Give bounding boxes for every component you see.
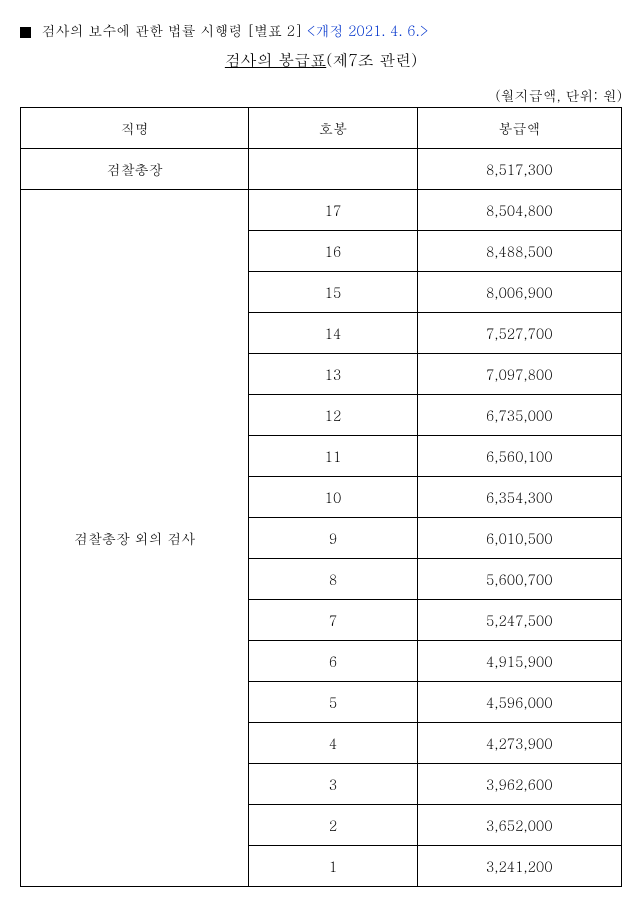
amount-cell: 4,273,900 — [417, 723, 621, 764]
amount-cell: 4,596,000 — [417, 682, 621, 723]
grade-cell: 3 — [249, 764, 417, 805]
table-header-row: 직명 호봉 봉급액 — [21, 108, 622, 149]
amount-cell: 5,247,500 — [417, 600, 621, 641]
col-header-grade: 호봉 — [249, 108, 417, 149]
grade-cell: 12 — [249, 395, 417, 436]
header-prefix: 검사의 보수에 관한 법률 시행령 [별표 2] — [42, 20, 302, 40]
amount-cell: 6,560,100 — [417, 436, 621, 477]
grade-cell: 16 — [249, 231, 417, 272]
amount-cell: 7,527,700 — [417, 313, 621, 354]
grade-cell: 17 — [249, 190, 417, 231]
chief-position: 검찰총장 — [21, 149, 249, 190]
grade-cell: 4 — [249, 723, 417, 764]
amount-cell: 3,962,600 — [417, 764, 621, 805]
grade-cell: 14 — [249, 313, 417, 354]
amount-cell: 4,915,900 — [417, 641, 621, 682]
title-main: 검사의 봉급표 — [225, 48, 326, 71]
bullet-square-icon — [20, 27, 31, 38]
amount-cell: 8,488,500 — [417, 231, 621, 272]
amount-cell: 3,652,000 — [417, 805, 621, 846]
document-title: 검사의 봉급표(제7조 관련) — [20, 48, 622, 71]
salary-table: 직명 호봉 봉급액 검찰총장 8,517,300 검찰총장 외의 검사178,5… — [20, 107, 622, 887]
grade-cell: 6 — [249, 641, 417, 682]
grade-cell: 1 — [249, 846, 417, 887]
others-position: 검찰총장 외의 검사 — [21, 190, 249, 887]
amount-cell: 7,097,800 — [417, 354, 621, 395]
col-header-amount: 봉급액 — [417, 108, 621, 149]
grade-cell: 15 — [249, 272, 417, 313]
chief-grade — [249, 149, 417, 190]
table-row: 검찰총장 외의 검사178,504,800 — [21, 190, 622, 231]
grade-cell: 2 — [249, 805, 417, 846]
grade-cell: 10 — [249, 477, 417, 518]
amount-cell: 6,010,500 — [417, 518, 621, 559]
chief-row: 검찰총장 8,517,300 — [21, 149, 622, 190]
amount-cell: 6,735,000 — [417, 395, 621, 436]
unit-label: (월지급액, 단위: 원) — [20, 85, 622, 105]
title-suffix: (제7조 관련) — [326, 48, 417, 71]
amount-cell: 3,241,200 — [417, 846, 621, 887]
grade-cell: 11 — [249, 436, 417, 477]
header-revision: <개정 2021. 4. 6.> — [307, 20, 429, 40]
col-header-position: 직명 — [21, 108, 249, 149]
document-header: 검사의 보수에 관한 법률 시행령 [별표 2] <개정 2021. 4. 6.… — [20, 20, 622, 40]
grade-cell: 8 — [249, 559, 417, 600]
grade-cell: 7 — [249, 600, 417, 641]
grade-cell: 5 — [249, 682, 417, 723]
amount-cell: 8,006,900 — [417, 272, 621, 313]
amount-cell: 5,600,700 — [417, 559, 621, 600]
chief-amount: 8,517,300 — [417, 149, 621, 190]
grade-cell: 13 — [249, 354, 417, 395]
amount-cell: 8,504,800 — [417, 190, 621, 231]
grade-cell: 9 — [249, 518, 417, 559]
amount-cell: 6,354,300 — [417, 477, 621, 518]
